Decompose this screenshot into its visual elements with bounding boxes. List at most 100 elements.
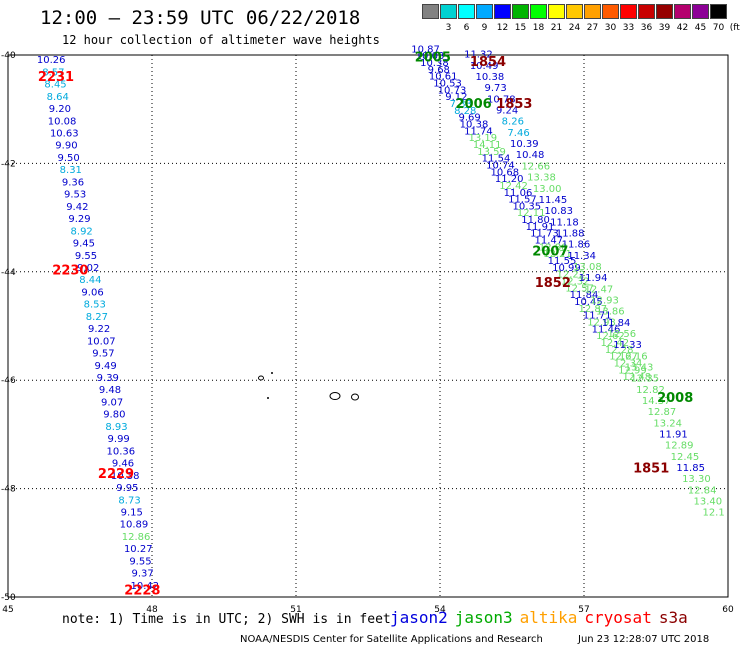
pass-time-label: 1852 <box>535 276 571 291</box>
lat-tick-label: -48 <box>1 485 16 495</box>
center-track-b: 11.3210.4910.389.7310.789.248.267.4610.3… <box>464 50 725 519</box>
lat-tick-label: -40 <box>1 51 16 61</box>
wave-height-value: 10.61 <box>429 72 458 83</box>
lat-tick-label: -42 <box>1 159 16 169</box>
wave-height-value: 9.20 <box>49 104 71 115</box>
wave-height-value: 9.39 <box>97 373 119 384</box>
wave-height-value: 9.45 <box>73 239 95 250</box>
wave-height-value: 9.55 <box>75 251 97 262</box>
wave-height-value: 8.26 <box>502 117 524 128</box>
pass-time-label: 1854 <box>470 55 506 70</box>
lon-tick-label: 57 <box>578 605 589 615</box>
wave-height-value: 12.89 <box>665 441 694 452</box>
west-track: 10.268.578.458.649.2010.0810.639.909.508… <box>37 55 159 592</box>
scale-swatch <box>422 4 439 19</box>
wave-height-value: 11.06 <box>504 188 533 199</box>
wave-height-value: 9.68 <box>428 65 450 76</box>
legend-jason3: jason3 <box>454 608 513 627</box>
lon-tick-label: 51 <box>290 605 301 615</box>
scale-swatch <box>710 4 727 19</box>
wave-height-value: 11.55 <box>548 256 577 267</box>
wave-height-value: 11.91 <box>659 430 688 441</box>
wave-height-value: 14.11 <box>473 140 502 151</box>
wave-height-value: 11.71 <box>583 311 612 322</box>
pass-time-label: 2006 <box>456 97 492 112</box>
lat-tick-label: -46 <box>1 376 16 386</box>
wave-height-value: 10.38 <box>476 72 505 83</box>
wave-height-value: 11.47 <box>534 236 563 247</box>
lon-tick-label: 48 <box>146 605 158 615</box>
wave-height-value: 12.84 <box>688 485 717 496</box>
wave-height-value: 11.20 <box>495 174 524 185</box>
lon-tick-label: 45 <box>2 605 13 615</box>
chart-title: 12:00 – 23:59 UTC 06/22/2018 <box>40 7 361 29</box>
wave-height-value: 10.38 <box>111 471 140 482</box>
wave-height-value: 9.07 <box>101 397 123 408</box>
wave-height-value: 9.69 <box>458 113 480 124</box>
wave-height-value: 13.86 <box>596 307 625 318</box>
wave-height-value: 7.33 <box>450 99 472 110</box>
wave-height-value: 11.32 <box>464 50 493 61</box>
wave-height-value: 9.06 <box>81 287 103 298</box>
wave-height-value: 10.83 <box>544 206 573 217</box>
scale-label: 39 <box>658 23 671 33</box>
wave-height-value: 12.93 <box>590 295 619 306</box>
wave-height-value: 12.32 <box>561 277 590 288</box>
legend-s3a: s3a <box>658 608 688 627</box>
scale-swatch <box>602 4 619 19</box>
wave-height-value: 10.45 <box>574 297 603 308</box>
wave-height-value: 12.82 <box>636 385 665 396</box>
wave-height-value: 12.99 <box>618 365 647 376</box>
wave-height-value: 12.86 <box>122 532 151 543</box>
wave-height-value: 9.24 <box>496 106 518 117</box>
wave-height-value: 13.00 <box>533 184 562 195</box>
scale-swatch <box>512 4 529 19</box>
pass-time-label: 2231 <box>38 70 74 85</box>
wave-height-value: 12.87 <box>648 407 677 418</box>
scale-label: 70 <box>712 23 725 33</box>
pass-time-label: 2229 <box>98 467 134 482</box>
wave-height-value: 8.31 <box>60 165 82 176</box>
scale-label: 12 <box>496 23 509 33</box>
pass-time-label: 2005 <box>415 51 451 66</box>
scale-swatch <box>692 4 709 19</box>
scale-swatch <box>620 4 637 19</box>
wave-height-value: 10.35 <box>512 201 541 212</box>
center-track-a: 10.8710.0310.389.6810.6110.5310.739.127.… <box>411 44 651 383</box>
wave-height-value: 12.80 <box>539 242 568 253</box>
wave-height-value: 8.73 <box>118 495 140 506</box>
scale-label: 27 <box>586 23 599 33</box>
wave-height-value: 11.91 <box>526 222 555 233</box>
wave-height-value: 9.48 <box>99 385 121 396</box>
wave-height-value: 11.94 <box>579 273 608 284</box>
wave-height-value: 13.30 <box>682 474 711 485</box>
wave-height-value: 10.26 <box>37 55 66 66</box>
wave-height-value: 11.45 <box>539 195 568 206</box>
wave-height-value: 12.42 <box>499 181 528 192</box>
wave-height-value: 12.48 <box>622 372 651 383</box>
scale-swatch <box>476 4 493 19</box>
wave-height-value: 9.12 <box>445 92 467 103</box>
legend-altika: altika <box>519 608 578 627</box>
wave-height-value: 12.66 <box>521 161 550 172</box>
map-grid <box>8 55 728 597</box>
satellite-legend: jason2 jason3 altika cryosat s3a <box>390 608 695 627</box>
wave-height-value: 11.57 <box>508 195 537 206</box>
wave-height-value: 12.21 <box>543 249 572 260</box>
wave-height-value: 13.08 <box>573 262 602 273</box>
wave-height-value: 12.16 <box>619 351 648 362</box>
wave-height-value: 8.45 <box>44 80 66 91</box>
scale-label: 9 <box>481 23 488 33</box>
wave-height-value: 13.59 <box>477 147 506 158</box>
wave-height-value: 10.53 <box>433 78 462 89</box>
wave-height-value: 12.11 <box>517 208 546 219</box>
wave-height-value: 11.74 <box>464 126 493 137</box>
wave-height-value: 13.19 <box>468 133 497 144</box>
wave-height-value: 14.37 <box>642 396 671 407</box>
scale-swatch <box>584 4 601 19</box>
wave-height-value: 12.35 <box>630 374 659 385</box>
wave-height-value: 10.39 <box>510 139 539 150</box>
wave-height-value: 11.54 <box>482 154 511 165</box>
wave-height-value: 11.18 <box>550 217 579 228</box>
wave-height-value: 12.57 <box>565 283 594 294</box>
